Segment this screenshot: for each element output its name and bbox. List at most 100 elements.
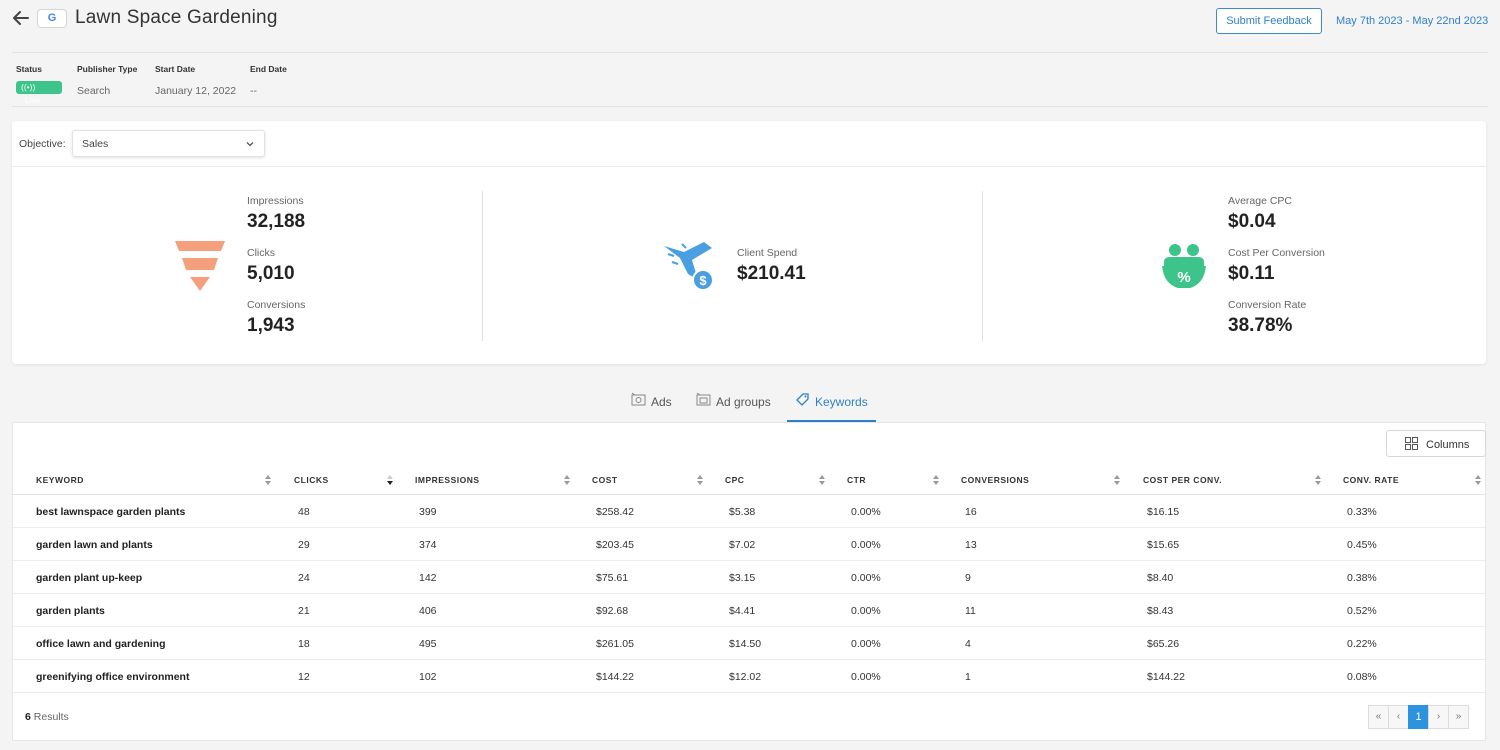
impressions-label: Impressions xyxy=(247,195,304,207)
cell-conv-rate: 0.45% xyxy=(1347,539,1377,551)
cell-cpc: $14.50 xyxy=(729,638,762,650)
column-header-ctr[interactable]: CTR xyxy=(847,475,866,485)
prev-page-button[interactable]: ‹ xyxy=(1388,705,1409,729)
back-arrow-icon[interactable] xyxy=(11,9,31,27)
cell-impressions: 374 xyxy=(419,539,437,551)
cell-cost: $144.22 xyxy=(596,671,634,683)
cell-cost-per-conv: $65.26 xyxy=(1147,638,1180,650)
column-header-cost[interactable]: COST xyxy=(592,475,618,485)
cell-cost-per-conv: $8.40 xyxy=(1147,572,1174,584)
sort-descending-icon[interactable] xyxy=(387,475,393,485)
average-cpc-value: $0.04 xyxy=(1228,211,1276,232)
columns-button[interactable]: Columns xyxy=(1386,430,1486,457)
cell-clicks: 24 xyxy=(298,572,310,584)
divider xyxy=(12,166,1486,167)
column-header-conv-rate[interactable]: CONV. RATE xyxy=(1343,475,1400,485)
column-header-keyword[interactable]: KEYWORD xyxy=(36,475,84,485)
sort-icon[interactable] xyxy=(1315,475,1321,485)
status-field: Status ((•)) Live xyxy=(16,64,62,108)
client-spend-label: Client Spend xyxy=(737,247,798,259)
cell-cost: $258.42 xyxy=(596,506,634,518)
cell-cpc: $12.02 xyxy=(729,671,762,683)
ad-groups-icon xyxy=(696,392,711,406)
page-title: Lawn Space Gardening xyxy=(75,7,278,28)
sort-icon[interactable] xyxy=(1475,475,1481,485)
cell-conversions: 13 xyxy=(965,539,977,551)
cell-cpc: $4.41 xyxy=(729,605,756,617)
end-date-value: -- xyxy=(250,85,257,97)
cell-keyword: greenifying office environment xyxy=(36,671,190,683)
objective-select-value: Sales xyxy=(82,138,109,150)
sort-icon[interactable] xyxy=(265,475,271,485)
divider xyxy=(982,191,983,341)
cell-keyword: best lawnspace garden plants xyxy=(36,506,186,518)
cell-ctr: 0.00% xyxy=(851,539,881,551)
page-number-button[interactable]: 1 xyxy=(1408,705,1429,729)
table-row[interactable]: greenifying office environment 12 102 $144.… xyxy=(13,660,1485,693)
funnel-icon xyxy=(175,241,225,291)
submit-feedback-button[interactable]: Submit Feedback xyxy=(1216,8,1322,34)
pagination: « ‹ 1 › » xyxy=(1368,705,1469,729)
cell-cost: $92.68 xyxy=(596,605,629,617)
end-date-label: End Date xyxy=(250,64,287,74)
sort-icon[interactable] xyxy=(697,475,703,485)
keywords-tag-icon xyxy=(796,393,809,406)
conversion-rate-value: 38.78% xyxy=(1228,315,1293,336)
cell-impressions: 142 xyxy=(419,572,437,584)
client-spend-value: $210.41 xyxy=(737,263,806,284)
cell-impressions: 406 xyxy=(419,605,437,617)
cell-conversions: 1 xyxy=(965,671,971,683)
objective-select[interactable]: Sales xyxy=(72,130,265,157)
broadcast-icon: ((•)) xyxy=(21,82,36,92)
tab-keywords[interactable]: Keywords xyxy=(787,392,876,422)
cell-ctr: 0.00% xyxy=(851,671,881,683)
conversions-value: 1,943 xyxy=(247,315,295,336)
tab-ad-groups-label: Ad groups xyxy=(716,395,771,409)
tab-ad-groups[interactable]: Ad groups xyxy=(696,392,771,422)
results-count: 6 Results xyxy=(25,711,69,723)
cell-conv-rate: 0.38% xyxy=(1347,572,1377,584)
table-row[interactable]: garden lawn and plants 29 374 $203.45 $7.02 0… xyxy=(13,528,1485,561)
last-page-button[interactable]: » xyxy=(1448,705,1469,729)
cell-keyword: office lawn and gardening xyxy=(36,638,166,650)
date-range-picker[interactable]: May 7th 2023 - May 22nd 2023 xyxy=(1336,15,1489,27)
table-row[interactable]: best lawnspace garden plants 48 399 $258.42… xyxy=(13,495,1485,528)
cell-cpc: $7.02 xyxy=(729,539,756,551)
cell-conversions: 11 xyxy=(965,605,976,617)
cell-cpc: $5.38 xyxy=(729,506,756,518)
cell-conv-rate: 0.33% xyxy=(1347,506,1377,518)
publisher-type-field: Publisher Type Search xyxy=(77,64,137,97)
table-row[interactable]: garden plant up-keep 24 142 $75.61 $3.15 0.00… xyxy=(13,561,1485,594)
column-header-conversions[interactable]: CONVERSIONS xyxy=(961,475,1030,485)
publisher-type-label: Publisher Type xyxy=(77,64,138,74)
cell-cost-per-conv: $15.65 xyxy=(1147,539,1180,551)
page-header: G Lawn Space Gardening Submit Feedback M… xyxy=(0,0,1500,40)
tab-ads-label: Ads xyxy=(651,395,672,409)
cost-per-conversion-icon: % xyxy=(1162,244,1206,288)
cell-cost: $203.45 xyxy=(596,539,634,551)
column-header-cpc[interactable]: CPC xyxy=(725,475,745,485)
publisher-type-value: Search xyxy=(77,85,111,97)
cell-clicks: 48 xyxy=(298,506,310,518)
sort-icon[interactable] xyxy=(819,475,825,485)
sort-icon[interactable] xyxy=(1114,475,1120,485)
cell-clicks: 12 xyxy=(298,671,310,683)
cell-keyword: garden plants xyxy=(36,605,105,617)
next-page-button[interactable]: › xyxy=(1428,705,1449,729)
chevron-down-icon xyxy=(246,142,254,147)
cost-per-conversion-value: $0.11 xyxy=(1228,263,1275,284)
cell-keyword: garden lawn and plants xyxy=(36,539,153,551)
first-page-button[interactable]: « xyxy=(1368,705,1389,729)
column-header-impressions[interactable]: IMPRESSIONS xyxy=(415,475,480,485)
column-header-cost-per-conv[interactable]: COST PER CONV. xyxy=(1143,475,1222,485)
divider xyxy=(12,106,1488,107)
cell-ctr: 0.00% xyxy=(851,638,881,650)
column-header-clicks[interactable]: CLICKS xyxy=(294,475,329,485)
cell-conv-rate: 0.08% xyxy=(1347,671,1377,683)
table-row[interactable]: office lawn and gardening 18 495 $261.05 $14… xyxy=(13,627,1485,660)
sort-icon[interactable] xyxy=(933,475,939,485)
table-row[interactable]: garden plants 21 406 $92.68 $4.41 0.00% 11 $8.4… xyxy=(13,594,1485,627)
sort-icon[interactable] xyxy=(564,475,570,485)
cell-cost-per-conv: $16.15 xyxy=(1147,506,1180,518)
tab-ads[interactable]: Ads xyxy=(631,392,672,422)
